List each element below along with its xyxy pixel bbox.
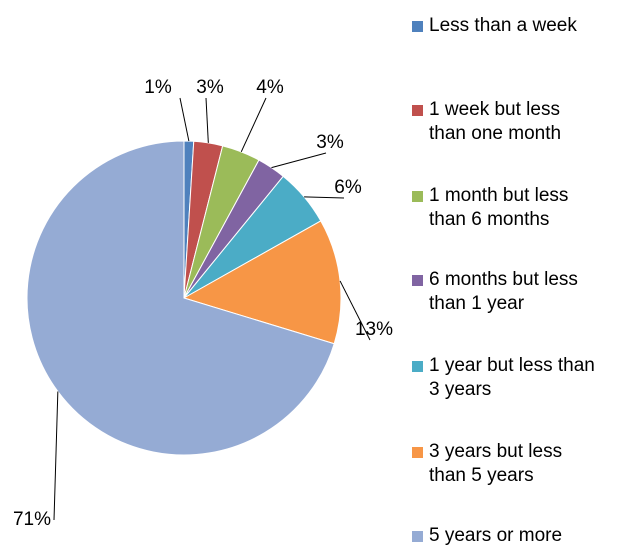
legend-item: 1 year but less than 3 years bbox=[412, 354, 602, 402]
data-label: 6% bbox=[334, 177, 362, 198]
legend-label: Less than a week bbox=[429, 15, 577, 36]
legend-item: 1 week but less than one month bbox=[412, 98, 602, 146]
legend-item: 1 month but less than 6 months bbox=[412, 184, 602, 232]
legend-item: 6 months but less than 1 year bbox=[412, 268, 602, 316]
legend-swatch bbox=[412, 447, 423, 458]
legend-item: 5 years or more bbox=[412, 524, 602, 548]
legend-swatch bbox=[412, 21, 423, 32]
pie-slice bbox=[182, 220, 342, 345]
legend-label: 5 years or more bbox=[429, 525, 563, 546]
legend-label: 1 month but less than 6 months bbox=[429, 185, 569, 230]
data-label: 4% bbox=[256, 77, 284, 98]
data-label: 1% bbox=[144, 77, 172, 98]
legend-swatch bbox=[412, 361, 423, 372]
leader-line bbox=[271, 152, 327, 169]
legend-label: 6 months but less than 1 year bbox=[429, 269, 578, 314]
leader-line bbox=[304, 196, 345, 199]
legend-label: 1 year but less than 3 years bbox=[429, 355, 595, 400]
data-label: 13% bbox=[355, 319, 393, 340]
pie-slice bbox=[26, 140, 335, 456]
legend-swatch bbox=[412, 275, 423, 286]
leader-line bbox=[339, 280, 371, 341]
legend-label: 1 week but less than one month bbox=[429, 99, 562, 144]
data-label: 3% bbox=[196, 77, 224, 98]
legend-item: 3 years but less than 5 years bbox=[412, 440, 602, 488]
leader-line bbox=[205, 97, 209, 143]
legend-swatch bbox=[412, 191, 423, 202]
leader-line bbox=[240, 97, 267, 153]
legend-label: 3 years but less than 5 years bbox=[429, 441, 563, 486]
data-label: 71% bbox=[13, 509, 51, 530]
legend-swatch bbox=[412, 105, 423, 116]
legend-swatch bbox=[412, 531, 423, 542]
data-label: 3% bbox=[316, 132, 344, 153]
legend-item: Less than a week bbox=[412, 14, 602, 38]
leader-line bbox=[179, 97, 190, 142]
leader-line bbox=[53, 391, 59, 521]
